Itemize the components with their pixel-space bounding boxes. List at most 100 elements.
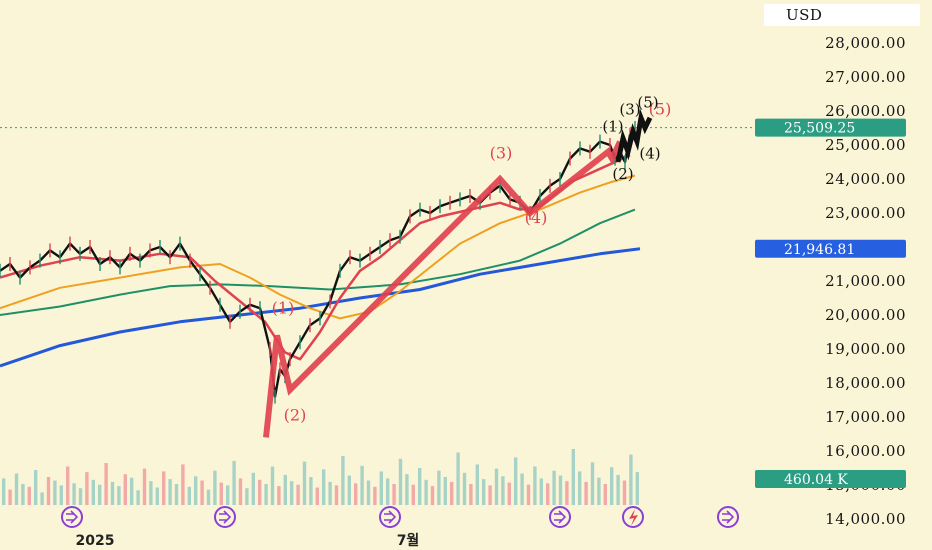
volume-bar bbox=[552, 470, 556, 505]
svg-text:21,946.81: 21,946.81 bbox=[784, 242, 855, 258]
volume-bar bbox=[187, 486, 191, 505]
last-price-badge: 25,509.25 bbox=[755, 118, 906, 137]
volume-bar bbox=[379, 471, 383, 505]
y-tick-label: 21,000.00 bbox=[825, 272, 906, 290]
svg-text:25,509.25: 25,509.25 bbox=[784, 121, 855, 137]
dividend-event-icon[interactable] bbox=[717, 506, 739, 528]
volume-bar bbox=[277, 486, 281, 505]
dividend-event-icon[interactable] bbox=[61, 506, 83, 528]
x-axis: 2025 7월 bbox=[76, 532, 420, 549]
volume-bar bbox=[264, 484, 268, 505]
volume-bar bbox=[226, 485, 230, 505]
volume-bar bbox=[469, 484, 473, 505]
volume-bar bbox=[354, 483, 358, 505]
volume-bar bbox=[622, 480, 627, 505]
volume-bar bbox=[616, 474, 620, 505]
volume-bar bbox=[296, 484, 300, 505]
y-tick-label: 26,000.00 bbox=[825, 102, 906, 120]
y-tick-label: 28,000.00 bbox=[825, 34, 906, 52]
volume-bar bbox=[309, 477, 313, 505]
wave-label: (4) bbox=[525, 208, 548, 227]
volume-bar bbox=[136, 490, 140, 505]
y-tick-label: 19,000.00 bbox=[825, 340, 906, 358]
wave-label: (1) bbox=[602, 117, 623, 135]
volume-bar bbox=[174, 484, 179, 505]
volume-bar bbox=[482, 479, 486, 505]
moving-averages bbox=[0, 154, 641, 368]
volume-bar bbox=[386, 478, 390, 505]
volume-bar bbox=[501, 476, 505, 505]
dividend-event-icon[interactable] bbox=[379, 506, 401, 528]
volume-bar bbox=[546, 483, 550, 505]
dividend-event-icon[interactable] bbox=[549, 506, 571, 528]
volume-bar bbox=[430, 486, 435, 505]
volume-bar bbox=[8, 489, 12, 505]
volume-bar bbox=[245, 488, 249, 505]
volume-bar bbox=[347, 475, 351, 505]
wave-sub-line bbox=[615, 108, 653, 163]
volume-bar bbox=[418, 467, 422, 505]
volume-bar bbox=[14, 473, 19, 505]
volume-bar bbox=[590, 462, 595, 505]
price-line bbox=[0, 127, 636, 398]
volume-bar bbox=[283, 474, 287, 505]
volume-bar bbox=[130, 477, 134, 505]
volume-bar bbox=[40, 492, 44, 505]
price-badges: 25,509.25 21,946.81 460.04 K bbox=[755, 118, 906, 488]
volume-bar bbox=[462, 472, 467, 505]
wave-labels: (1) (2) (3) (4) (5) (1) (2) (3) (4) (5) bbox=[272, 94, 672, 425]
volume-bar bbox=[315, 487, 319, 505]
volume-bar bbox=[539, 478, 543, 505]
volume-bar bbox=[162, 471, 166, 505]
volume-bar bbox=[232, 460, 236, 505]
volume-bar bbox=[526, 484, 531, 505]
volume-bar bbox=[155, 487, 159, 505]
volume-bar bbox=[597, 477, 601, 505]
volume-bar bbox=[565, 481, 569, 505]
volume-bar bbox=[251, 472, 255, 505]
volume-bar bbox=[206, 489, 211, 505]
volume-bar bbox=[238, 478, 243, 505]
y-tick-label: 14,000.00 bbox=[825, 510, 906, 528]
volume-bar bbox=[494, 468, 499, 505]
ma-mid-line bbox=[0, 174, 636, 320]
earnings-event-icon[interactable] bbox=[622, 506, 644, 528]
y-tick-label: 17,000.00 bbox=[825, 408, 906, 426]
wave-label: (3) bbox=[490, 144, 513, 163]
volume-bar bbox=[533, 466, 537, 505]
volume-bar bbox=[59, 485, 63, 505]
volume-bar bbox=[181, 464, 185, 505]
volume-bar bbox=[200, 480, 204, 505]
volume-bar bbox=[366, 480, 371, 505]
y-tick-label: 27,000.00 bbox=[825, 68, 906, 86]
elliott-waves bbox=[263, 108, 653, 438]
volume-bar bbox=[322, 469, 326, 505]
volume-bar bbox=[270, 466, 275, 505]
wave-label: (1) bbox=[272, 298, 295, 317]
dividend-event-icon[interactable] bbox=[214, 506, 236, 528]
volume-bar bbox=[149, 481, 153, 505]
volume-bar bbox=[91, 479, 95, 505]
volume-bar bbox=[437, 470, 441, 505]
volume-bar bbox=[514, 457, 518, 505]
volume-bar bbox=[341, 456, 345, 505]
volume-bar bbox=[488, 485, 492, 505]
volume-bar bbox=[507, 482, 511, 505]
wave-main-line bbox=[263, 140, 623, 438]
ma-value-badge: 21,946.81 bbox=[755, 239, 906, 258]
currency-box[interactable] bbox=[764, 4, 920, 26]
wave-label: (2) bbox=[612, 165, 633, 183]
volume-bar bbox=[2, 478, 6, 505]
volume-bar bbox=[558, 475, 563, 505]
volume-bar bbox=[443, 477, 447, 505]
volume-bar bbox=[405, 474, 409, 505]
volume-bar bbox=[603, 484, 607, 505]
volume-bar bbox=[27, 486, 31, 505]
volume-bar bbox=[571, 449, 575, 505]
volume-bar bbox=[373, 486, 377, 505]
volume-bar bbox=[34, 470, 38, 505]
volume-bar bbox=[456, 452, 460, 505]
volume-bar bbox=[258, 479, 262, 505]
